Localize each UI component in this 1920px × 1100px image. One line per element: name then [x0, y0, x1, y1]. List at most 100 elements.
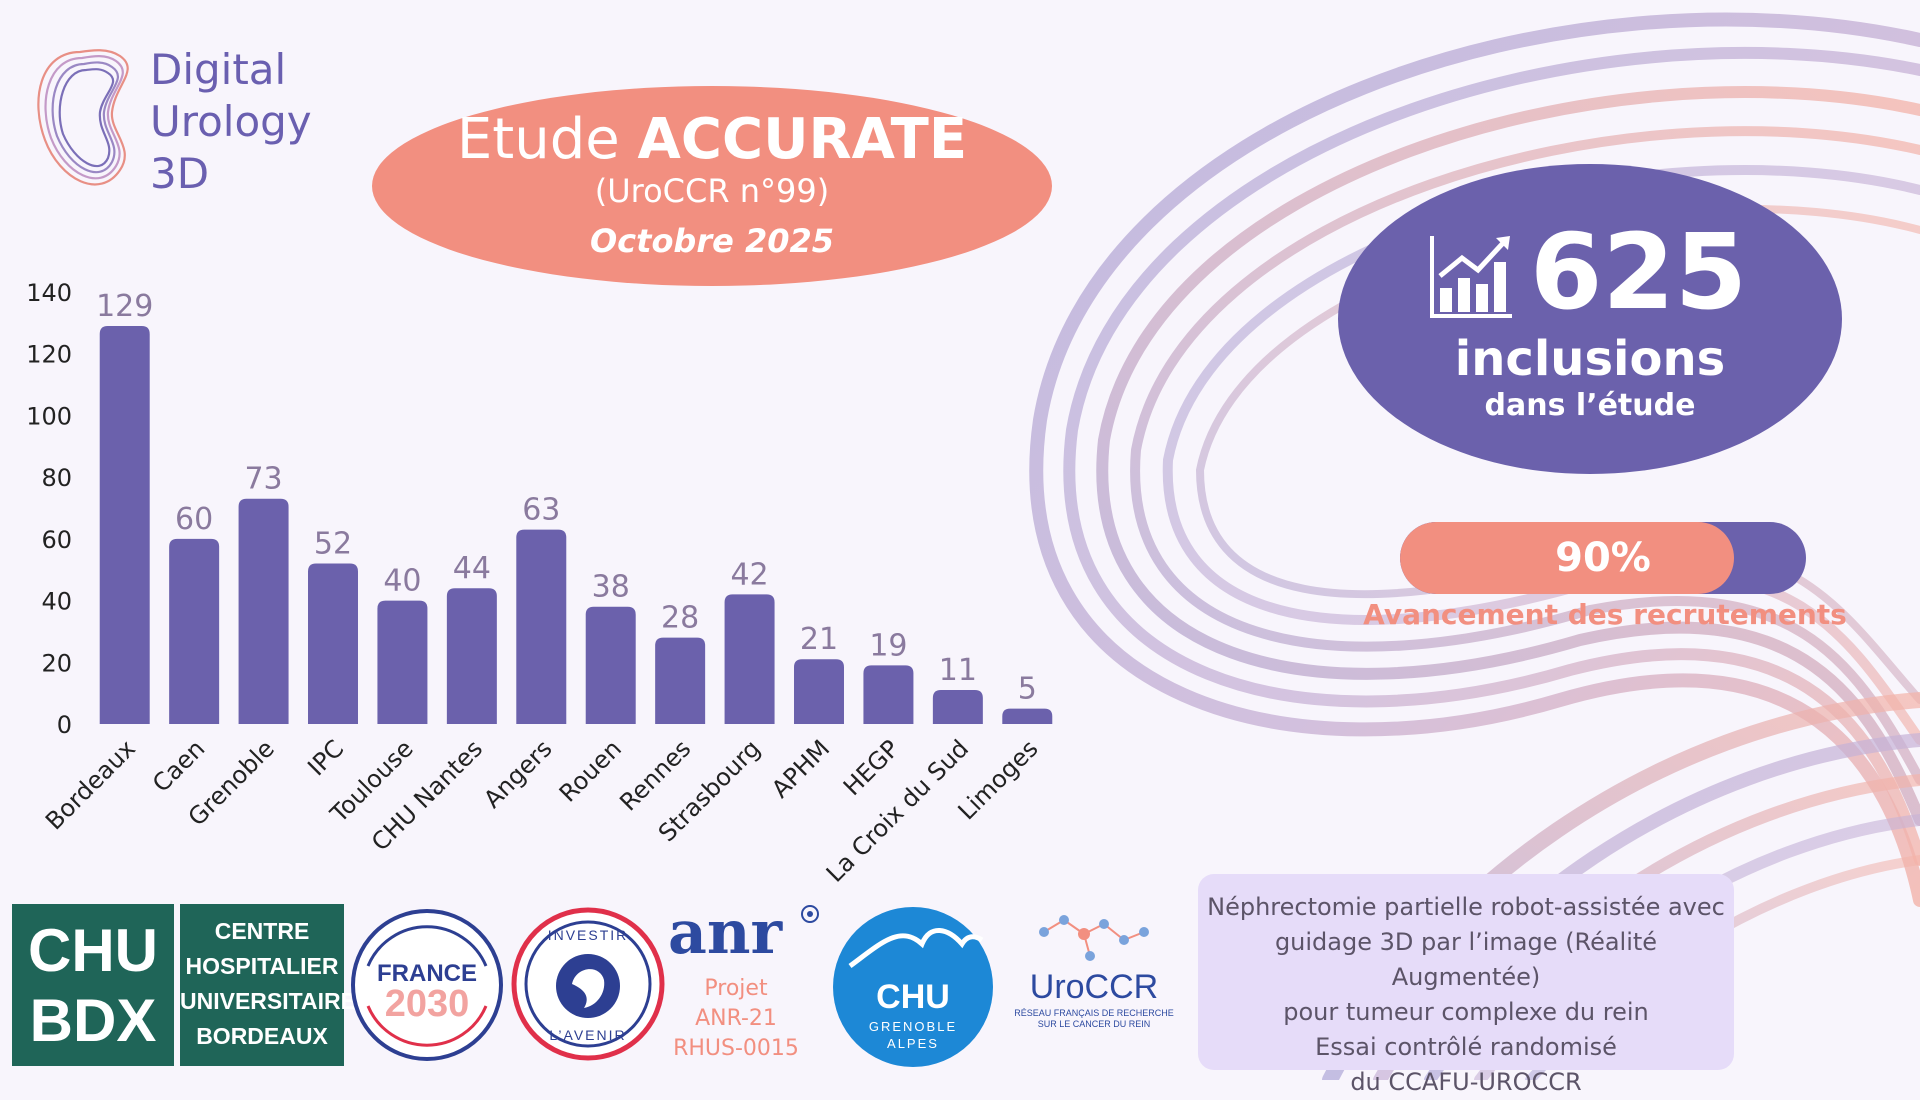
- uroccr-logo: UroCCR RÉSEAU FRANÇAIS DE RECHERCHE SUR …: [1000, 912, 1188, 1032]
- recruitment-progress-caption: Avancement des recrutements: [1363, 598, 1847, 631]
- anr-logo: anr: [668, 898, 783, 968]
- bar-value-label: 21: [800, 622, 838, 657]
- bar-value-label: 5: [1018, 672, 1037, 707]
- bar-value-label: 42: [730, 557, 768, 592]
- registered-trademark-icon: [801, 905, 819, 923]
- y-tick-label: 20: [41, 649, 72, 677]
- bar-value-label: 52: [314, 527, 352, 562]
- x-category-label: IPC: [302, 734, 349, 781]
- study-title-name: ACCURATE: [637, 107, 968, 172]
- chu-bdx-logo: CHU BDX: [12, 904, 174, 1066]
- chu-bdx-name-line: CENTRE: [214, 918, 310, 944]
- study-description: Néphrectomie partielle robot-assistée av…: [1198, 874, 1734, 1096]
- bar-value-label: 38: [592, 570, 630, 605]
- brand-line-digital: Digital: [150, 45, 287, 94]
- anr-project-reference: Projet ANR-21 RHUS-0015: [664, 974, 808, 1064]
- france-2030-logo: FRANCE 2030: [351, 909, 503, 1061]
- y-tick-label: 80: [41, 464, 72, 492]
- chu-bdx-name-line: UNIVERSITAIRE: [180, 988, 356, 1014]
- bar: [377, 600, 428, 724]
- y-tick-label: 140: [26, 279, 72, 307]
- bar-value-label: 129: [96, 289, 153, 324]
- recruitment-progress-percent: 90%: [1555, 535, 1651, 581]
- brand-line-3d: 3D: [150, 149, 210, 198]
- bar-value-label: 11: [939, 653, 977, 688]
- x-category-label: Angers: [478, 734, 557, 813]
- bar-value-label: 28: [661, 601, 699, 636]
- uroccr-name: UroCCR: [1029, 968, 1159, 1006]
- inclusions-summary: 625 inclusions dans l’étude: [1338, 164, 1842, 474]
- bar-value-label: 60: [175, 502, 213, 537]
- recruitment-progress-bar: 90%: [1400, 522, 1806, 594]
- description-line: guidage 3D par l’image (Réalité Augmenté…: [1274, 928, 1658, 991]
- chu-bordeaux-name-logo: CENTRE HOSPITALIER UNIVERSITAIRE BORDEAU…: [180, 904, 356, 1066]
- chart-trend-icon: [1430, 236, 1512, 318]
- brand-wordmark: Digital Urology 3D: [150, 44, 312, 200]
- y-tick-label: 40: [41, 588, 72, 616]
- uroccr-subtitle-line: RÉSEAU FRANÇAIS DE RECHERCHE: [1014, 1008, 1174, 1018]
- bar: [1002, 708, 1053, 724]
- x-category-label: APHM: [766, 734, 835, 803]
- bar-value-label: 73: [244, 462, 282, 497]
- chu-grenoble-badge-icon: [833, 907, 993, 1067]
- brand-line-urology: Urology: [150, 97, 312, 146]
- chu-grenoble-name: CHU: [876, 978, 950, 1016]
- chu-grenoble-line: GRENOBLE: [868, 1019, 958, 1034]
- bar: [932, 690, 983, 724]
- description-line: pour tumeur complexe du rein: [1283, 998, 1649, 1026]
- anr-project-line: ANR-21: [695, 1006, 777, 1031]
- study-subtitle: (UroCCR n°99): [594, 172, 830, 210]
- inclusions-sublabel: dans l’étude: [1484, 388, 1696, 423]
- chu-bdx-name-line: HOSPITALIER: [185, 953, 339, 979]
- study-title-prefix: Etude: [456, 107, 620, 172]
- study-title: Etude ACCURATE: [372, 108, 1052, 172]
- anr-project-line: Projet: [704, 976, 768, 1001]
- y-tick-label: 100: [26, 402, 72, 430]
- inclusions-count: 625: [1530, 211, 1748, 333]
- bar: [99, 325, 150, 724]
- inclusions-label: inclusions: [1454, 331, 1726, 387]
- bar: [585, 606, 636, 724]
- bar: [724, 594, 775, 724]
- bar-value-label: 63: [522, 493, 560, 528]
- chu-bdx-line2: BDX: [29, 987, 157, 1054]
- chu-grenoble-logo: CHU GRENOBLE ALPES: [830, 904, 996, 1070]
- chu-bdx-name-line: BORDEAUX: [196, 1023, 328, 1049]
- y-tick-label: 0: [57, 711, 72, 739]
- study-title-banner: Etude ACCURATE (UroCCR n°99) Octobre 202…: [372, 86, 1052, 286]
- investir-top-text: INVESTIR: [548, 927, 629, 943]
- anr-project-line: RHUS-0015: [673, 1036, 799, 1061]
- bar-value-label: 44: [453, 551, 491, 586]
- uroccr-subtitle: RÉSEAU FRANÇAIS DE RECHERCHE SUR LE CANC…: [1000, 1008, 1188, 1030]
- bar: [655, 637, 706, 724]
- x-category-label: HEGP: [838, 734, 905, 801]
- bar: [308, 563, 358, 724]
- bar: [516, 529, 567, 724]
- bar: [863, 665, 914, 724]
- digital-urology-logo-icon: [37, 49, 129, 186]
- description-line: Néphrectomie partielle robot-assistée av…: [1207, 893, 1725, 921]
- bar-value-label: 40: [383, 564, 421, 599]
- x-category-label: Bordeaux: [40, 734, 141, 835]
- bar-value-label: 19: [869, 628, 907, 663]
- description-line: Essai contrôlé randomisé: [1315, 1033, 1617, 1061]
- uroccr-subtitle-line: SUR LE CANCER DU REIN: [1037, 1019, 1151, 1029]
- description-line: du CCAFU-UROCCR: [1350, 1068, 1582, 1096]
- bar: [169, 538, 220, 724]
- y-tick-label: 60: [41, 526, 72, 554]
- molecule-icon: [1039, 915, 1149, 961]
- bar: [238, 498, 289, 724]
- investir-avenir-logo: INVESTIR L’AVENIR: [511, 907, 665, 1061]
- chu-grenoble-line: ALPES: [887, 1036, 939, 1051]
- bar: [794, 659, 844, 724]
- chu-grenoble-subtitle: GRENOBLE ALPES: [830, 1018, 996, 1052]
- study-date: Octobre 2025: [589, 222, 835, 260]
- investir-bottom-text: L’AVENIR: [549, 1027, 626, 1043]
- chu-bdx-line1: CHU: [28, 917, 158, 984]
- y-tick-label: 120: [26, 341, 72, 369]
- recruitment-progress-fill: [1400, 522, 1735, 594]
- france2030-word: FRANCE: [377, 960, 477, 987]
- france2030-year: 2030: [385, 983, 470, 1025]
- bar: [446, 588, 497, 724]
